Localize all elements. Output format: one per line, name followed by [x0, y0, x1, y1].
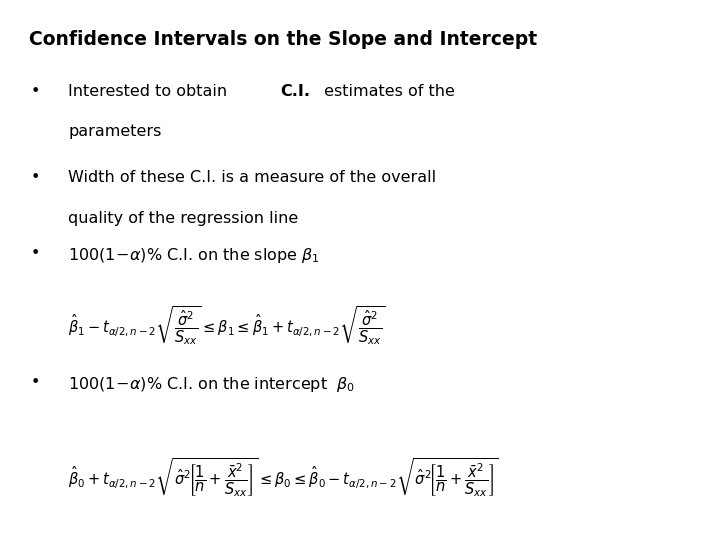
Text: quality of the regression line: quality of the regression line	[68, 211, 299, 226]
Text: Confidence Intervals on the Slope and Intercept: Confidence Intervals on the Slope and In…	[29, 30, 537, 49]
Text: estimates of the: estimates of the	[319, 84, 455, 99]
Text: Width of these C.I. is a measure of the overall: Width of these C.I. is a measure of the …	[68, 170, 436, 185]
Text: C.I.: C.I.	[280, 84, 310, 99]
Text: •: •	[30, 375, 40, 390]
Text: parameters: parameters	[68, 124, 162, 139]
Text: •: •	[30, 84, 40, 99]
Text: •: •	[30, 246, 40, 261]
Text: $\hat{\beta}_1 - t_{\alpha/2,n-2}\sqrt{\dfrac{\hat{\sigma}^2}{S_{xx}}} \leq \bet: $\hat{\beta}_1 - t_{\alpha/2,n-2}\sqrt{\…	[68, 305, 386, 348]
Text: Interested to obtain: Interested to obtain	[68, 84, 233, 99]
Text: $100(1\!-\!\alpha)\%$ C.I. on the slope $\beta_1$: $100(1\!-\!\alpha)\%$ C.I. on the slope …	[68, 246, 320, 265]
Text: $\hat{\beta}_0 + t_{\alpha/2,n-2}\sqrt{\hat{\sigma}^2\!\left[\dfrac{1}{n}+\dfrac: $\hat{\beta}_0 + t_{\alpha/2,n-2}\sqrt{\…	[68, 456, 500, 499]
Text: •: •	[30, 170, 40, 185]
Text: $100(1\!-\!\alpha)\%$ C.I. on the intercept  $\beta_0$: $100(1\!-\!\alpha)\%$ C.I. on the interc…	[68, 375, 356, 394]
